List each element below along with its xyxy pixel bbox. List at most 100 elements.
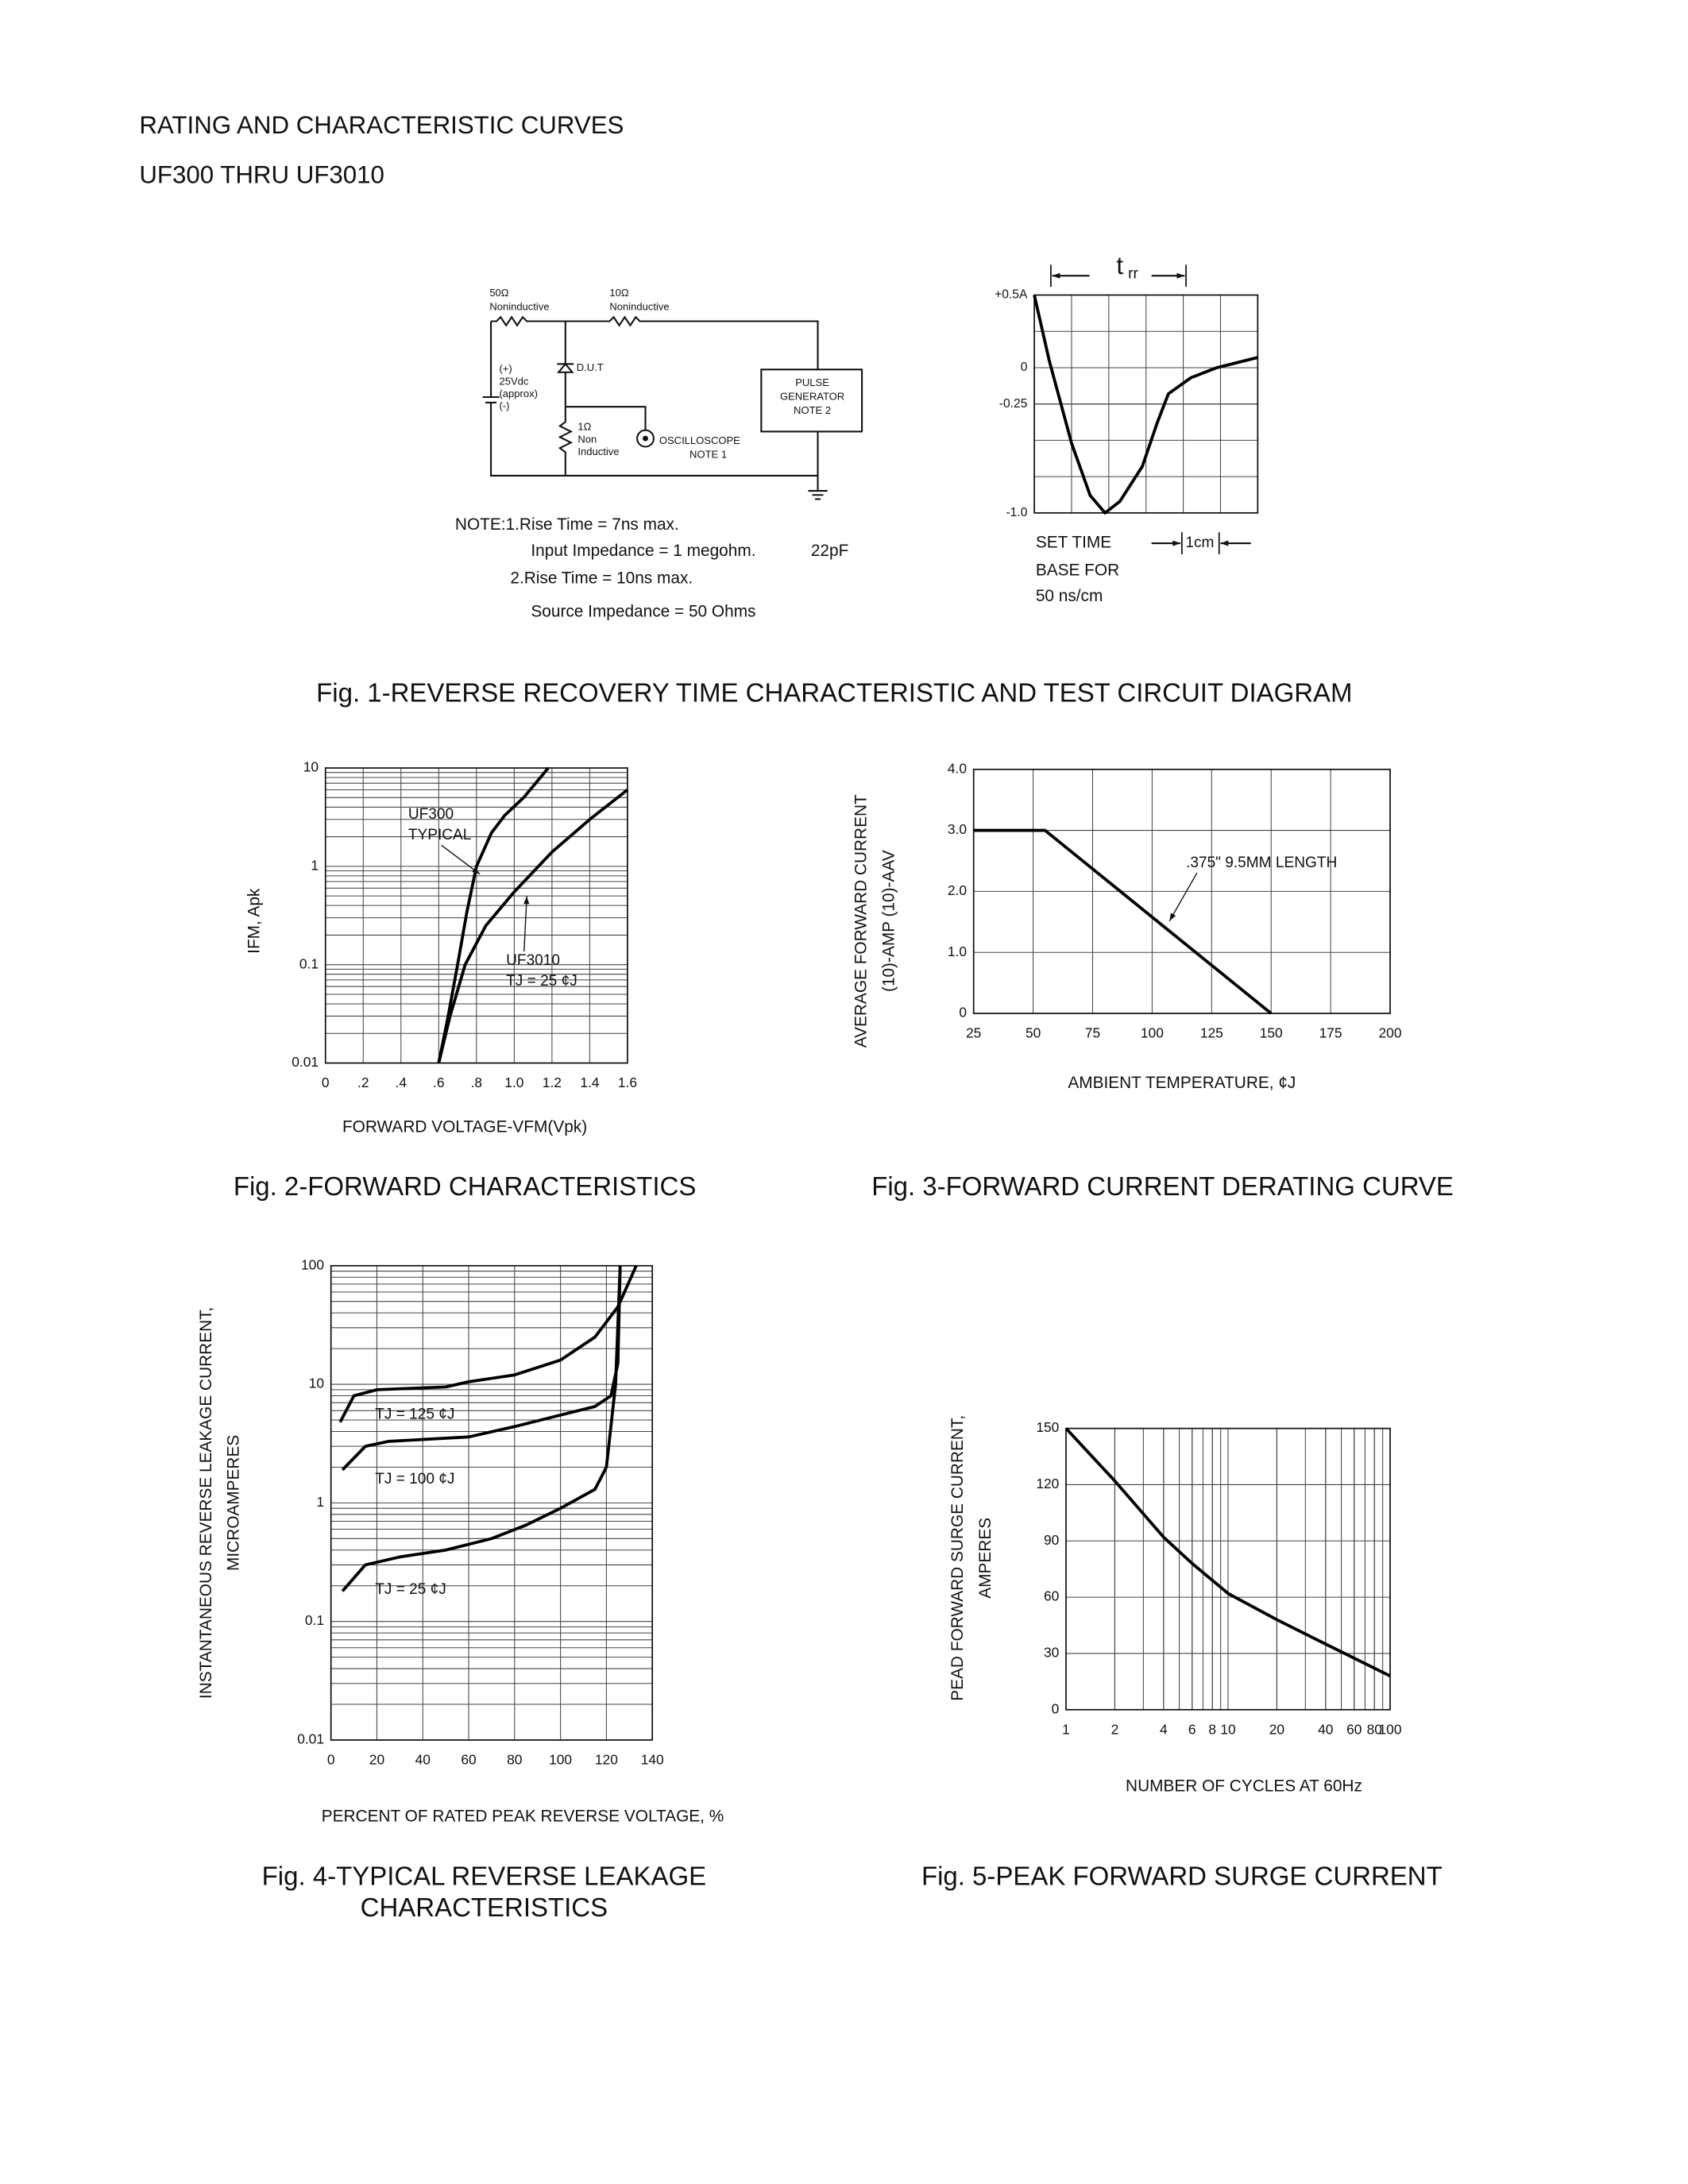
x-tick-label: 100	[1379, 1721, 1402, 1737]
plot-frame	[1033, 294, 1259, 514]
annotation: UF3010	[506, 952, 560, 969]
y-tick-label: -0.25	[999, 397, 1028, 411]
curve	[973, 828, 1273, 1015]
annotation: BASE FOR	[1036, 561, 1119, 579]
curve	[1033, 295, 1258, 515]
annotation: 50 ns/cm	[1036, 587, 1103, 605]
annotation: TJ = 125 ¢J	[375, 1406, 454, 1422]
annotation: TYPICAL	[408, 827, 472, 843]
annotation: t	[1116, 252, 1123, 280]
y-axis-label: AVERAGE FORWARD CURRENT	[852, 794, 871, 1048]
generator-box	[760, 369, 863, 433]
arrow-head	[1169, 913, 1176, 921]
x-tick-label: 100	[549, 1752, 572, 1768]
circuit-label: Noninductive	[489, 301, 549, 313]
arrow-head	[1220, 540, 1229, 546]
battery	[482, 386, 500, 408]
y-tick-label: +0.5A	[995, 288, 1028, 302]
plot-frame	[1065, 1427, 1391, 1711]
y-tick-label: 1	[311, 857, 319, 873]
y-tick-label: 0.1	[299, 955, 319, 971]
circuit-label: 25Vdc	[499, 375, 528, 387]
y-axis-label: PEAD FORWARD SURGE CURRENT,	[948, 1415, 967, 1701]
arrow-line	[523, 896, 527, 951]
x-tick-label: 100	[1141, 1025, 1164, 1041]
x-tick-label: 1.0	[504, 1075, 523, 1090]
scope-symbol	[636, 429, 655, 448]
y-tick-label: 120	[1036, 1476, 1059, 1491]
y-tick-label: 0	[959, 1005, 967, 1021]
y-tick-label: 0.1	[305, 1612, 324, 1628]
figure-caption: Fig. 3-FORWARD CURRENT DERATING CURVE	[871, 1171, 1454, 1201]
x-tick-label: 0	[322, 1075, 330, 1090]
figure-caption: Fig. 2-FORWARD CHARACTERISTICS	[234, 1171, 697, 1201]
y-tick-label: 60	[1044, 1588, 1059, 1604]
x-tick-label: 8	[1208, 1721, 1216, 1737]
circuit-label: 10Ω	[609, 287, 628, 299]
x-tick-label: 40	[415, 1752, 431, 1768]
x-tick-label: 2	[1111, 1721, 1119, 1737]
annotation: UF300	[408, 806, 454, 823]
circuit-label: (+)	[499, 363, 512, 375]
notes: NOTE:1.Rise Time = 7ns max. Input Impeda…	[455, 515, 848, 620]
plot-frame	[324, 767, 628, 1064]
y-axis-label: MICROAMPERES	[225, 1435, 243, 1571]
x-tick-label: 80	[1367, 1721, 1382, 1737]
circuit-label: PULSE	[795, 376, 829, 388]
annotation: TJ = 25 ¢J	[375, 1581, 446, 1598]
y-tick-label: 4.0	[948, 760, 967, 776]
x-axis-label: NUMBER OF CYCLES AT 60Hz	[1126, 1777, 1362, 1795]
circuit-label: (-)	[499, 400, 509, 412]
circuit-label: 1Ω	[577, 421, 591, 433]
test-circuit: 50Ω Noninductive 10Ω Noninductive (+) 25…	[482, 287, 863, 500]
note: 2.Rise Time = 10ns max.	[510, 569, 693, 588]
note: NOTE:1.Rise Time = 7ns max.	[455, 515, 679, 534]
y-tick-label: 90	[1044, 1532, 1059, 1548]
circuit-label: NOTE 2	[794, 404, 831, 416]
x-tick-label: .8	[471, 1075, 482, 1090]
y-tick-label: 2.0	[948, 882, 967, 898]
plot-frame	[972, 768, 1391, 1014]
plot-frame	[330, 1264, 654, 1741]
circuit-label: Non	[577, 433, 597, 445]
y-tick-label: 30	[1044, 1645, 1059, 1661]
x-tick-label: 10	[1220, 1721, 1235, 1737]
annotation: .375" 9.5MM LENGTH	[1186, 855, 1337, 871]
x-tick-label: 60	[461, 1752, 476, 1768]
curve	[341, 1265, 622, 1592]
note: Input Impedance = 1 megohm.	[531, 542, 755, 560]
circuit-label: Inductive	[577, 446, 619, 457]
arrow-line	[1168, 872, 1198, 922]
y-axis-label: AMPERES	[976, 1518, 995, 1599]
x-tick-label: 60	[1346, 1721, 1362, 1737]
x-tick-label: 1.4	[580, 1075, 599, 1090]
x-tick-label: 80	[507, 1752, 522, 1768]
y-tick-label: 1.0	[948, 943, 967, 959]
x-axis-label: AMBIENT TEMPERATURE, ¢J	[1068, 1074, 1296, 1092]
arrow-line	[441, 844, 481, 875]
x-tick-label: 0	[327, 1752, 335, 1768]
x-tick-label: 75	[1085, 1025, 1100, 1041]
y-axis-label: (10)-AMP (10)-AAV	[879, 850, 898, 992]
x-tick-label: 20	[1269, 1721, 1284, 1737]
y-axis-label: INSTANTANEOUS REVERSE LEAKAGE CURRENT,	[197, 1307, 215, 1699]
y-tick-label: 0	[1052, 1700, 1060, 1716]
figure-caption: Fig. 5-PEAK FORWARD SURGE CURRENT	[921, 1861, 1443, 1890]
arrow-head	[523, 896, 530, 905]
y-tick-label: 1	[316, 1494, 324, 1510]
x-tick-label: 1	[1062, 1721, 1070, 1737]
x-axis-label: PERCENT OF RATED PEAK REVERSE VOLTAGE, %	[322, 1808, 724, 1826]
circuit-label: GENERATOR	[780, 390, 844, 402]
annotation: rr	[1128, 266, 1138, 283]
curve	[437, 766, 550, 1063]
y-tick-label: 10	[309, 1376, 324, 1391]
circuit-label: (approx)	[499, 388, 537, 399]
y-tick-label: 3.0	[948, 821, 967, 837]
y-tick-label: 150	[1036, 1419, 1059, 1435]
note: 22pF	[811, 542, 848, 560]
circuit-label: 50Ω	[489, 287, 508, 299]
circuit-label: OSCILLOSCOPE	[659, 434, 740, 446]
arrow-head	[1052, 272, 1060, 279]
note: Source Impedance = 50 Ohms	[531, 602, 755, 620]
